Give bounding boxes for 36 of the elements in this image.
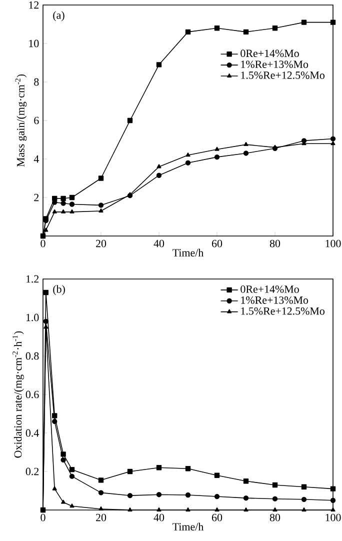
y-tick-label: 4 (34, 155, 39, 163)
y-tick-label: 0.2 (26, 468, 39, 476)
x-tick-label: 40 (154, 240, 164, 248)
legend-label: 1%Re+13%Mo (241, 296, 308, 304)
y-tick-label: 0.8 (26, 352, 39, 360)
annotation: (a) (53, 11, 64, 22)
x-tick-label: 80 (270, 240, 280, 248)
y-tick-label: 1.2 (26, 275, 39, 283)
x-tick-label: 60 (212, 240, 222, 248)
legend-label: 1.5%Re+12.5%Mo (241, 307, 325, 315)
y-tick-label: 0.6 (26, 390, 39, 398)
x-axis-title: Time/h (172, 248, 204, 256)
x-tick-label: 80 (270, 514, 280, 522)
x-tick-label: 0 (40, 514, 46, 522)
legend-label: 1.5%Re+12.5%Mo (241, 72, 325, 79)
x-tick-label: 0 (40, 240, 46, 248)
x-tick-label: 20 (96, 514, 106, 522)
legend-label: 0Re+14%Mo (240, 286, 299, 293)
y-tick-label: 1.0 (26, 314, 39, 322)
y-axis-title: Mass gain/(mg·cm$^{-2}$) (15, 74, 27, 167)
y-tick-label: 8 (34, 78, 39, 86)
x-axis-title: Time/h (172, 522, 204, 530)
x-tick-label: 100 (326, 240, 341, 248)
y-tick-label: 0.4 (26, 429, 39, 437)
y-axis-title: Oxidation rate/(mg·cm$^{-2}$·h$^{-1}$) (12, 331, 24, 458)
x-tick-label: 40 (154, 514, 164, 522)
y-tick-label: 6 (34, 116, 39, 124)
y-tick-label: 10 (29, 40, 39, 48)
legend-label: 0Re+14%Mo (240, 50, 299, 58)
x-tick-label: 60 (212, 514, 222, 522)
annotation: (b) (53, 285, 65, 296)
y-tick-label: 12 (29, 1, 39, 9)
y-tick-label: 2 (34, 194, 39, 202)
legend-label: 1%Re+13%Mo (241, 60, 308, 68)
x-tick-label: 100 (326, 514, 341, 522)
x-tick-label: 20 (96, 240, 106, 248)
